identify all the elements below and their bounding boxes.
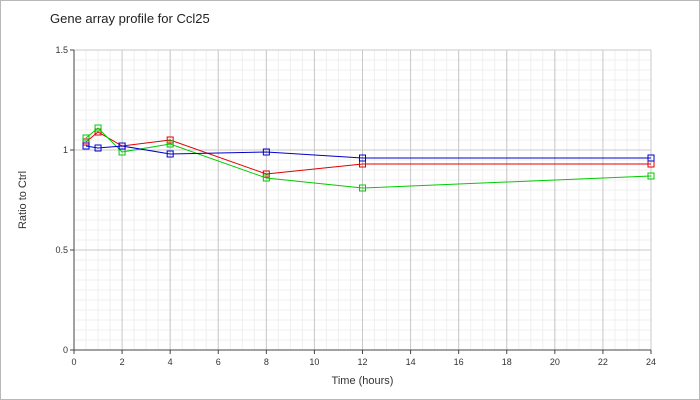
data-point-marker[interactable] xyxy=(262,170,270,178)
y-tick-label: 1.5 xyxy=(55,45,68,55)
y-tick-label: 0.5 xyxy=(55,245,68,255)
x-tick-label: 2 xyxy=(120,357,125,367)
axes xyxy=(70,49,652,354)
x-tick-label: 6 xyxy=(216,357,221,367)
x-tick-label: 16 xyxy=(454,357,464,367)
data-point-marker[interactable] xyxy=(94,144,102,152)
x-tick-label: 10 xyxy=(309,357,319,367)
data-point-marker[interactable] xyxy=(647,172,655,180)
x-tick-label: 20 xyxy=(550,357,560,367)
data-point-marker[interactable] xyxy=(647,154,655,162)
data-point-marker[interactable] xyxy=(166,140,174,148)
data-point-marker[interactable] xyxy=(166,136,174,144)
series-line xyxy=(85,145,651,159)
data-point-marker[interactable] xyxy=(82,138,90,146)
data-point-marker[interactable] xyxy=(94,124,102,132)
series-3 xyxy=(82,142,655,162)
series-line xyxy=(85,127,652,189)
data-point-marker[interactable] xyxy=(262,148,270,156)
series-line xyxy=(85,131,651,175)
data-point-marker[interactable] xyxy=(82,142,90,150)
x-tick-label: 0 xyxy=(71,357,76,367)
data-point-marker[interactable] xyxy=(359,184,366,192)
data-point-marker[interactable] xyxy=(359,154,366,162)
x-tick-label: 12 xyxy=(357,357,367,367)
series-layer xyxy=(82,124,655,192)
x-tick-label: 8 xyxy=(264,357,269,367)
x-tick-label: 22 xyxy=(598,357,608,367)
x-tick-label: 18 xyxy=(502,357,512,367)
data-point-marker[interactable] xyxy=(82,134,90,142)
data-point-marker[interactable] xyxy=(166,150,174,158)
x-tick-label: 4 xyxy=(168,357,173,367)
data-point-marker[interactable] xyxy=(94,128,102,136)
x-axis-label: Time (hours) xyxy=(332,375,394,387)
x-tick-label: 24 xyxy=(646,357,656,367)
y-axis-label: Ratio to Ctrl xyxy=(17,171,29,229)
data-point-marker[interactable] xyxy=(118,142,126,150)
data-point-marker[interactable] xyxy=(262,174,270,182)
y-tick-label: 0 xyxy=(63,345,68,355)
chart-title: Gene array profile for Ccl25 xyxy=(50,11,210,26)
y-tick-label: 1 xyxy=(63,145,68,155)
x-tick-label: 14 xyxy=(406,357,416,367)
series-2 xyxy=(82,124,655,192)
